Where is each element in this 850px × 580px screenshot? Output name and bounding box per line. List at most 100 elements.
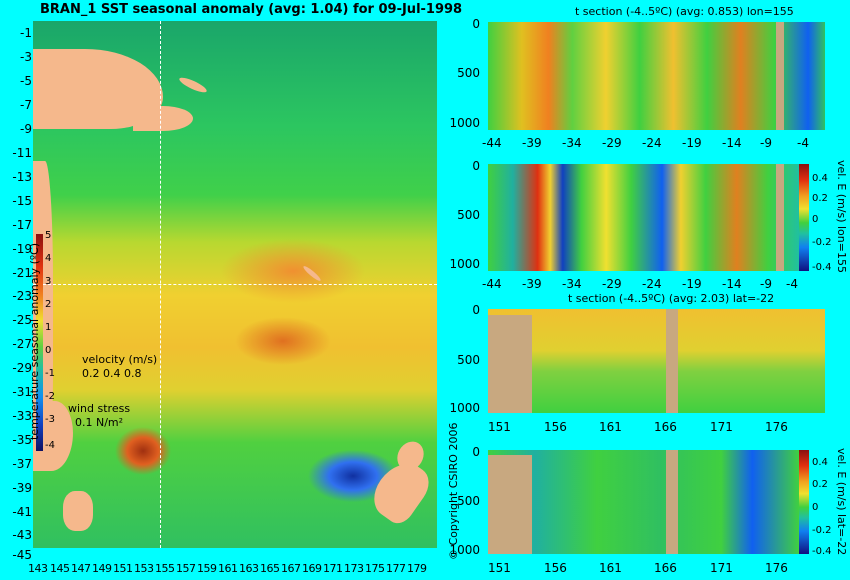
panel-3-x-tick: 166 <box>654 420 677 434</box>
wind-stress-label: wind stress <box>68 402 131 415</box>
crosshair-lat-22 <box>33 284 437 285</box>
lon-tick: 171 <box>323 562 343 575</box>
panel-2-x-tick: -14 <box>722 277 742 291</box>
lon-tick: 143 <box>28 562 48 575</box>
panel-2-bar-tick: -0.2 <box>812 237 832 248</box>
copyright: © Copyright CSIRO 2006 <box>447 422 460 560</box>
panel-2-y-tick: 500 <box>457 208 480 222</box>
panel-3-gap <box>666 309 678 413</box>
panel-2-x-tick: -44 <box>482 277 502 291</box>
panel-4-x-tick: 176 <box>765 561 788 575</box>
panel-2-x-tick: -34 <box>562 277 582 291</box>
lat-tick: -7 <box>20 98 32 112</box>
wind-stress-scale: 0.1 N/m² <box>75 416 124 429</box>
lat-tick: -29 <box>12 361 32 375</box>
lat-tick: -25 <box>12 313 32 327</box>
panel-2-x-tick: -9 <box>760 277 772 291</box>
panel-2-bar-tick: 0.4 <box>812 173 828 184</box>
lat-tick: -13 <box>12 170 32 184</box>
panel-3-x-tick: 161 <box>599 420 622 434</box>
lat-tick: -43 <box>12 528 32 542</box>
panel-4-x-tick: 171 <box>710 561 733 575</box>
panel-3-y-tick: 1000 <box>449 401 480 415</box>
lon-tick: 153 <box>134 562 154 575</box>
lat-tick: -39 <box>12 481 32 495</box>
lon-tick: 167 <box>281 562 301 575</box>
panel-3-x-tick: 151 <box>488 420 511 434</box>
map-title: BRAN_1 SST seasonal anomaly (avg: 1.04) … <box>40 2 463 17</box>
lon-tick: 169 <box>302 562 322 575</box>
colorbar-tick: 4 <box>45 253 52 264</box>
panel-4-y-tick: 1000 <box>449 543 480 557</box>
panel-1-title: t section (-4..5ºC) (avg: 0.853) lon=155 <box>575 5 794 18</box>
panel-1-x-tick: -39 <box>522 136 542 150</box>
panel-2-bar-tick: 0 <box>812 214 819 225</box>
lat-tick: -41 <box>12 505 32 519</box>
panel-1-y-tick: 1000 <box>449 116 480 130</box>
panel-1-y-tick: 500 <box>457 66 480 80</box>
panel-3-temp-section-lat-22[interactable] <box>488 309 825 413</box>
panel-4-y-tick: 500 <box>457 494 480 508</box>
panel-4-land <box>488 455 532 554</box>
panel-2-colorbar <box>799 164 809 271</box>
lon-tick: 165 <box>260 562 280 575</box>
panel-1-x-tick: -34 <box>562 136 582 150</box>
lat-tick: -3 <box>20 50 32 64</box>
lat-tick: -23 <box>12 289 32 303</box>
panel-4-bar-tick: -0.4 <box>812 546 832 557</box>
panel-4-side-label: vel. E (m/s) lat=-22 <box>835 448 848 556</box>
lon-tick: 145 <box>50 562 70 575</box>
colorbar-tick: 0 <box>45 345 52 356</box>
panel-2-bar-tick: -0.4 <box>812 262 832 273</box>
panel-3-y-tick: 0 <box>472 303 480 317</box>
panel-2-y-tick: 0 <box>472 159 480 173</box>
colorbar-tick: -2 <box>45 391 55 402</box>
land-papua-tip <box>133 106 193 131</box>
panel-2-bar-tick: 0.2 <box>812 193 828 204</box>
lat-tick: -31 <box>12 385 32 399</box>
panel-4-x-tick: 151 <box>488 561 511 575</box>
colorbar-tick: 3 <box>45 276 52 287</box>
lat-tick: -1 <box>20 26 32 40</box>
lon-tick: 155 <box>155 562 175 575</box>
panel-2-x-tick: -29 <box>602 277 622 291</box>
lon-tick: 149 <box>92 562 112 575</box>
lon-tick: 157 <box>176 562 196 575</box>
panel-3-y-tick: 500 <box>457 353 480 367</box>
lon-tick: 175 <box>365 562 385 575</box>
panel-1-x-tick: -14 <box>722 136 742 150</box>
panel-4-gap <box>666 450 678 554</box>
lat-tick: -5 <box>20 74 32 88</box>
panel-3-x-tick: 176 <box>765 420 788 434</box>
lat-tick: -17 <box>12 218 32 232</box>
colorbar-tick: -1 <box>45 368 55 379</box>
velocity-label: velocity (m/s) <box>82 353 158 366</box>
panel-1-temp-section-lon155[interactable] <box>488 22 825 130</box>
panel-4-bar-tick: 0 <box>812 502 819 513</box>
panel-3-land <box>488 315 532 413</box>
panel-4-bar-tick: -0.2 <box>812 525 832 536</box>
panel-4-x-tick: 166 <box>654 561 677 575</box>
panel-4-bar-tick: 0.4 <box>812 457 828 468</box>
panel-3-x-tick: 156 <box>544 420 567 434</box>
panel-4-y-tick: 0 <box>472 445 480 459</box>
panel-2-velocity-section-lon155[interactable] <box>488 164 799 271</box>
lon-tick: 163 <box>239 562 259 575</box>
map-colorbar <box>36 234 43 451</box>
panel-1-x-tick: -44 <box>482 136 502 150</box>
panel-2-gap <box>776 164 784 271</box>
panel-2-x-tick: -24 <box>642 277 662 291</box>
lat-tick: -11 <box>12 146 32 160</box>
panel-3-title: t section (-4..5ºC) (avg: 2.03) lat=-22 <box>568 292 775 305</box>
lat-tick: -27 <box>12 337 32 351</box>
panel-1-x-tick: -19 <box>682 136 702 150</box>
lat-tick: -21 <box>12 266 32 280</box>
panel-1-y-tick: 0 <box>472 17 480 31</box>
panel-4-velocity-section-lat-22[interactable] <box>488 450 799 554</box>
lat-tick: -9 <box>20 122 32 136</box>
lon-tick: 147 <box>71 562 91 575</box>
panel-3-x-tick: 171 <box>710 420 733 434</box>
panel-4-x-tick: 156 <box>544 561 567 575</box>
sst-anomaly-map[interactable] <box>33 21 437 548</box>
land-new-caledonia <box>301 264 323 283</box>
